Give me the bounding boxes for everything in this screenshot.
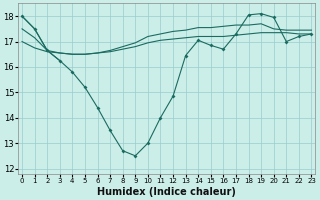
X-axis label: Humidex (Indice chaleur): Humidex (Indice chaleur): [97, 187, 236, 197]
